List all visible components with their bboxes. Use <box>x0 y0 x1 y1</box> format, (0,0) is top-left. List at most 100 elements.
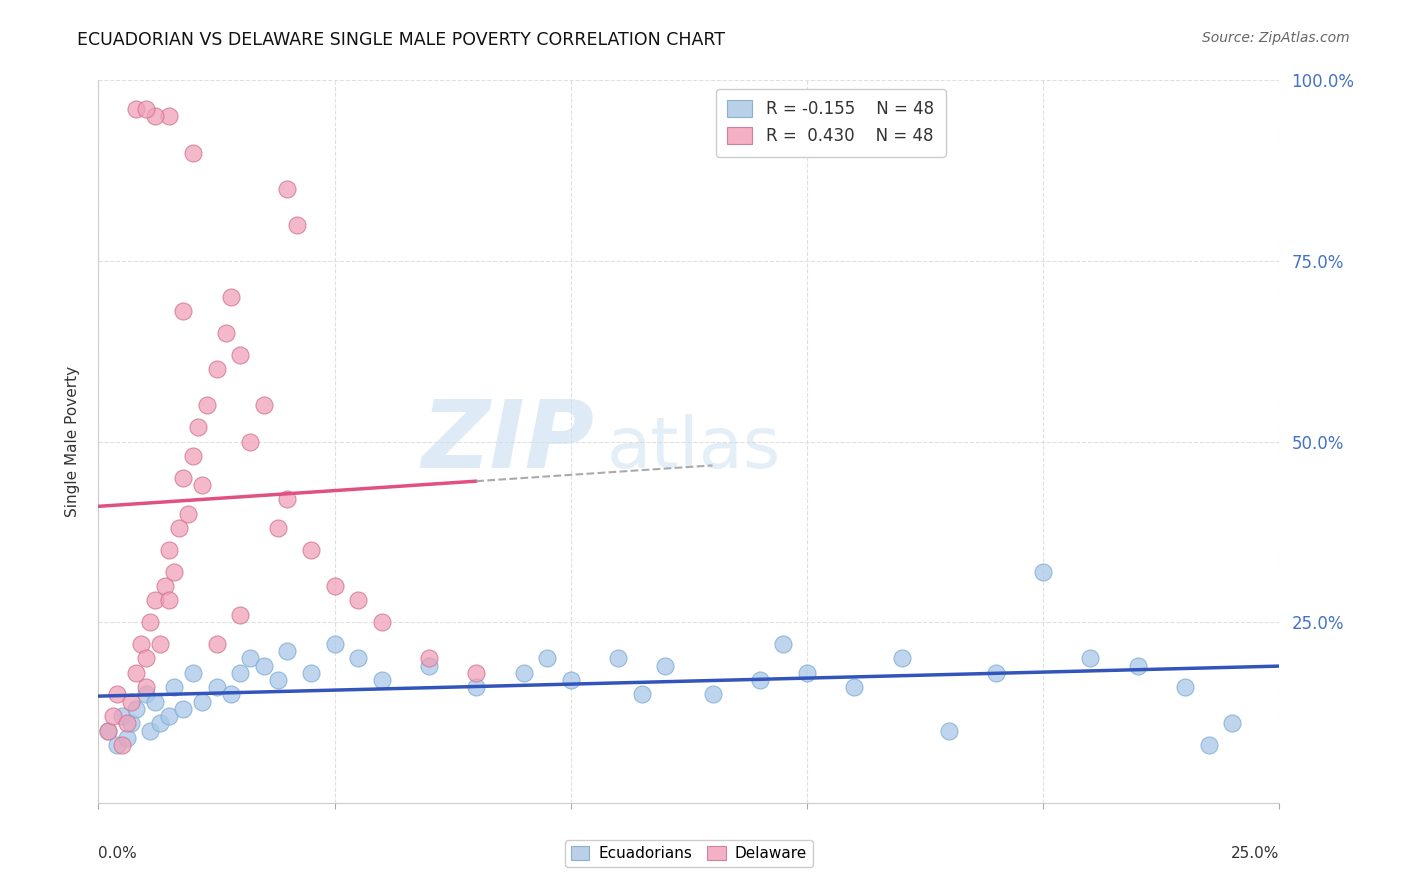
Point <box>135 680 157 694</box>
Point <box>512 665 534 680</box>
Point <box>938 723 960 738</box>
Point <box>796 665 818 680</box>
Point <box>630 687 652 701</box>
Point <box>157 709 180 723</box>
Point <box>135 687 157 701</box>
Point <box>371 673 394 687</box>
Point <box>844 680 866 694</box>
Point <box>187 420 209 434</box>
Point <box>191 695 214 709</box>
Text: 0.0%: 0.0% <box>98 847 138 861</box>
Point <box>135 102 157 116</box>
Point <box>890 651 912 665</box>
Point <box>149 716 172 731</box>
Legend: Ecuadorians, Delaware: Ecuadorians, Delaware <box>565 840 813 867</box>
Point <box>607 651 630 665</box>
Point <box>115 731 138 745</box>
Point <box>276 492 298 507</box>
Point <box>101 709 124 723</box>
Point <box>181 665 204 680</box>
Point <box>984 665 1007 680</box>
Point <box>97 723 120 738</box>
Point <box>125 102 148 116</box>
Point <box>191 478 214 492</box>
Point <box>219 290 242 304</box>
Point <box>181 449 204 463</box>
Point <box>253 398 276 412</box>
Point <box>153 579 176 593</box>
Point <box>139 723 162 738</box>
Point <box>1080 651 1102 665</box>
Point <box>239 434 262 449</box>
Point <box>143 695 166 709</box>
Point <box>121 716 143 731</box>
Point <box>121 695 143 709</box>
Y-axis label: Single Male Poverty: Single Male Poverty <box>65 366 80 517</box>
Point <box>157 593 180 607</box>
Point <box>111 738 134 752</box>
Point <box>195 398 218 412</box>
Point <box>276 644 298 658</box>
Point <box>181 145 204 160</box>
Point <box>1126 658 1149 673</box>
Point <box>1198 738 1220 752</box>
Point <box>135 651 157 665</box>
Point <box>105 687 128 701</box>
Point <box>143 593 166 607</box>
Point <box>347 651 370 665</box>
Point <box>323 637 346 651</box>
Point <box>172 702 194 716</box>
Text: Source: ZipAtlas.com: Source: ZipAtlas.com <box>1202 31 1350 45</box>
Point <box>229 348 252 362</box>
Point <box>219 687 242 701</box>
Point <box>139 615 162 630</box>
Point <box>149 637 172 651</box>
Point <box>267 673 290 687</box>
Point <box>177 507 200 521</box>
Point <box>323 579 346 593</box>
Point <box>143 109 166 123</box>
Point <box>299 542 322 557</box>
Point <box>347 593 370 607</box>
Point <box>1220 716 1243 731</box>
Point <box>205 362 228 376</box>
Point <box>229 607 252 622</box>
Point <box>465 665 488 680</box>
Text: ECUADORIAN VS DELAWARE SINGLE MALE POVERTY CORRELATION CHART: ECUADORIAN VS DELAWARE SINGLE MALE POVER… <box>77 31 725 49</box>
Point <box>205 637 228 651</box>
Point <box>205 680 228 694</box>
Point <box>654 658 676 673</box>
Point <box>748 673 770 687</box>
Point <box>1174 680 1197 694</box>
Text: 25.0%: 25.0% <box>1232 847 1279 861</box>
Point <box>299 665 322 680</box>
Point <box>253 658 276 673</box>
Point <box>560 673 582 687</box>
Point <box>772 637 794 651</box>
Point <box>418 658 440 673</box>
Point <box>163 680 186 694</box>
Point <box>167 521 190 535</box>
Point <box>536 651 558 665</box>
Point <box>125 665 148 680</box>
Point <box>115 716 138 731</box>
Point <box>105 738 128 752</box>
Point <box>129 637 152 651</box>
Point <box>172 471 194 485</box>
Point <box>276 182 298 196</box>
Point <box>215 326 238 341</box>
Point <box>418 651 440 665</box>
Point <box>1032 565 1054 579</box>
Point <box>371 615 394 630</box>
Point <box>111 709 134 723</box>
Point <box>229 665 252 680</box>
Point <box>465 680 488 694</box>
Point <box>285 218 308 232</box>
Point <box>157 542 180 557</box>
Point <box>163 565 186 579</box>
Point <box>172 304 194 318</box>
Text: atlas: atlas <box>606 414 780 483</box>
Point <box>267 521 290 535</box>
Text: ZIP: ZIP <box>422 395 595 488</box>
Point <box>125 702 148 716</box>
